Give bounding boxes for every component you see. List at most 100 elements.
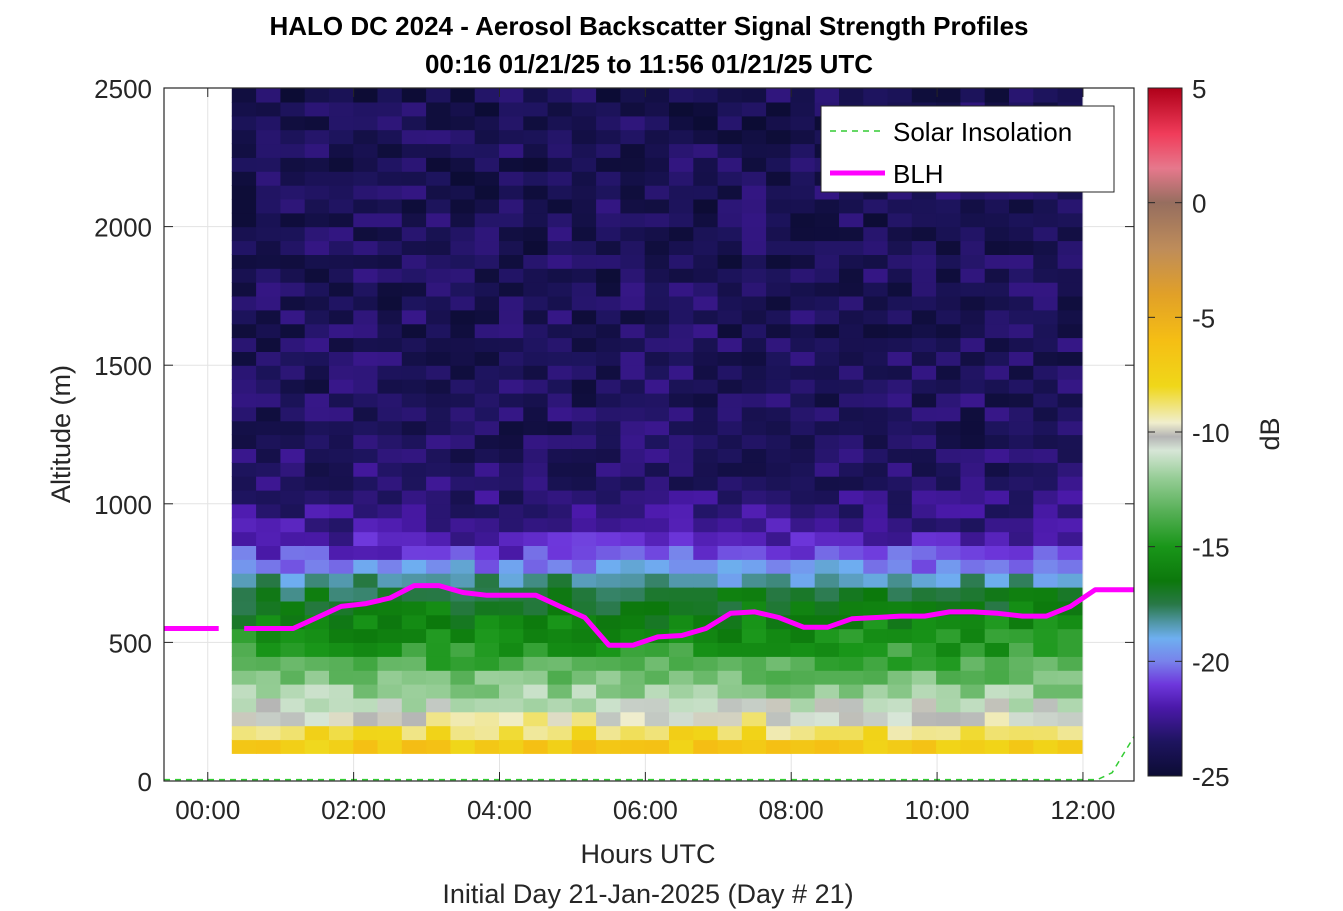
heatmap-cell (644, 323, 670, 339)
heatmap-cell (839, 282, 864, 297)
heatmap-cell (377, 489, 403, 505)
heatmap-cell (790, 198, 816, 214)
heatmap-cell (766, 684, 791, 699)
heatmap-cell (1033, 489, 1059, 505)
heatmap-cell (960, 462, 986, 477)
heatmap-cell (669, 185, 694, 200)
heatmap-cell (984, 448, 1010, 463)
heatmap-cell (1057, 88, 1083, 103)
heatmap-cell (1033, 559, 1059, 574)
heatmap-cell (596, 379, 621, 394)
heatmap-cell (1057, 545, 1083, 560)
heatmap-cell (474, 684, 500, 699)
heatmap-cell (766, 226, 791, 242)
heatmap-cell (571, 295, 597, 311)
heatmap-cell (256, 295, 281, 311)
heatmap-cell (644, 531, 670, 546)
heatmap-cell (936, 365, 961, 380)
heatmap-cell (814, 268, 840, 283)
heatmap-cell (329, 240, 354, 255)
heatmap-cell (499, 185, 524, 200)
heatmap-cell (523, 489, 549, 505)
heatmap-cell (329, 503, 354, 519)
heatmap-cell (814, 240, 840, 255)
heatmap-cell (499, 171, 524, 186)
heatmap-cell (353, 254, 379, 269)
heatmap-cell (377, 185, 403, 200)
heatmap-cell (523, 212, 549, 228)
heatmap-cell (1009, 711, 1034, 727)
heatmap-cell (353, 406, 379, 422)
heatmap-cell (596, 684, 621, 699)
heatmap-cell (911, 531, 937, 546)
heatmap-cell (863, 337, 889, 352)
heatmap-cell (547, 171, 573, 186)
heatmap-cell (790, 129, 816, 145)
heatmap-cell (596, 489, 621, 505)
heatmap-cell (839, 725, 864, 741)
heatmap-cell (984, 489, 1010, 505)
heatmap-cell (960, 559, 986, 574)
heatmap-cell (790, 351, 816, 366)
heatmap-cell (693, 240, 719, 255)
heatmap-cell (304, 656, 330, 671)
heatmap-cell (523, 198, 549, 214)
heatmap-cell (304, 600, 330, 616)
heatmap-cell (863, 656, 889, 671)
heatmap-cell (304, 379, 330, 394)
heatmap-cell (304, 143, 330, 158)
heatmap-cell (523, 226, 549, 242)
heatmap-cell (644, 476, 670, 491)
heatmap-cell (474, 711, 500, 727)
heatmap-cell (499, 684, 524, 699)
heatmap-cell (1057, 379, 1083, 394)
heatmap-cell (936, 739, 961, 754)
heatmap-cell (984, 406, 1010, 422)
heatmap-cell (620, 254, 646, 269)
heatmap-cell (450, 684, 476, 699)
y-tick-label: 0 (138, 767, 152, 797)
heatmap-cell (984, 656, 1010, 671)
heatmap-cell (304, 684, 330, 699)
heatmap-cell (620, 531, 646, 546)
heatmap-cell (547, 337, 573, 352)
heatmap-cell (620, 725, 646, 741)
heatmap-cell (1057, 240, 1083, 255)
heatmap-cell (256, 392, 281, 408)
colorbar-tick-label: -10 (1192, 418, 1230, 448)
heatmap-cell (256, 545, 281, 560)
heatmap-cell (717, 88, 743, 103)
heatmap-cell (839, 406, 864, 422)
heatmap-cell (620, 379, 646, 394)
heatmap-cell (911, 351, 937, 366)
heatmap-cell (523, 697, 549, 713)
heatmap-cell (353, 573, 379, 588)
heatmap-cell (669, 573, 694, 588)
heatmap-cell (887, 323, 913, 339)
heatmap-cell (1033, 323, 1059, 339)
heatmap-cell (353, 171, 379, 186)
heatmap-cell (256, 309, 281, 325)
heatmap-cell (353, 282, 379, 297)
heatmap-cell (790, 725, 816, 741)
heatmap-cell (693, 406, 719, 422)
heatmap-cell (329, 656, 354, 671)
heatmap-cell (401, 489, 427, 505)
heatmap-cell (256, 282, 281, 297)
heatmap-cell (499, 392, 524, 408)
heatmap-cell (596, 157, 621, 172)
heatmap-cell (401, 309, 427, 325)
heatmap-cell (717, 628, 743, 643)
heatmap-cell (523, 600, 549, 616)
heatmap-cell (741, 614, 767, 630)
heatmap-cell (984, 392, 1010, 408)
heatmap-cell (256, 642, 281, 657)
heatmap-cell (911, 323, 937, 339)
heatmap-cell (401, 697, 427, 713)
heatmap-cell (984, 587, 1010, 602)
heatmap-cell (741, 725, 767, 741)
heatmap-cell (329, 559, 354, 574)
heatmap-cell (280, 600, 306, 616)
heatmap-cell (499, 739, 524, 754)
